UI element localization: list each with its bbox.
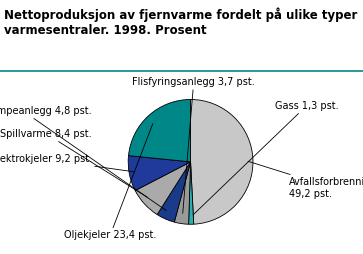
Text: Nettoproduksjon av fjernvarme fordelt på ulike typer
varmesentraler. 1998. Prose: Nettoproduksjon av fjernvarme fordelt på… (4, 8, 357, 37)
Text: Elektrokjeler 9,2 pst.: Elektrokjeler 9,2 pst. (0, 154, 134, 172)
Wedge shape (128, 156, 191, 190)
Text: Oljekjeler 23,4 pst.: Oljekjeler 23,4 pst. (64, 124, 156, 241)
Text: Varmepumpeanlegg 4,8 pst.: Varmepumpeanlegg 4,8 pst. (0, 106, 166, 211)
Wedge shape (157, 162, 191, 222)
Text: Spillvarme 8,4 pst.: Spillvarme 8,4 pst. (0, 129, 148, 197)
Wedge shape (189, 162, 194, 224)
Text: Gass 1,3 pst.: Gass 1,3 pst. (193, 101, 338, 215)
Wedge shape (129, 100, 191, 162)
Wedge shape (174, 162, 191, 224)
Wedge shape (191, 100, 253, 224)
Text: Avfallsforbrenning
49,2 pst.: Avfallsforbrenning 49,2 pst. (248, 161, 363, 199)
Text: Flisfyringsanlegg 3,7 pst.: Flisfyringsanlegg 3,7 pst. (132, 77, 255, 213)
Wedge shape (135, 162, 191, 215)
